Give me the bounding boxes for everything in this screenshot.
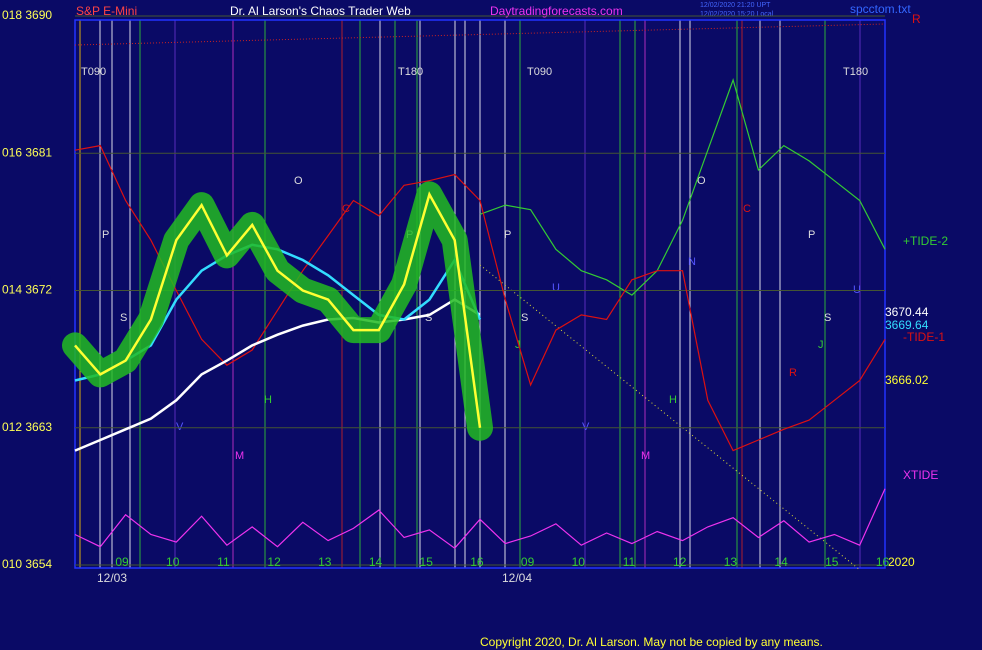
plot-frame — [74, 19, 886, 569]
annotation: R — [789, 367, 797, 379]
last-value-label: 3670.44 — [885, 305, 929, 319]
x-tick-label: 09 — [115, 555, 129, 569]
copyright: Copyright 2020, Dr. Al Larson. May not b… — [480, 635, 823, 649]
series-line — [74, 298, 481, 452]
annotation: T090 — [81, 66, 106, 78]
x-tick-label: 10 — [572, 555, 586, 569]
x-tick-label: 13 — [724, 555, 738, 569]
x-tick-label: 14 — [774, 555, 788, 569]
chart-title: Dr. Al Larson's Chaos Trader Web — [230, 4, 411, 18]
annotation: J — [818, 339, 824, 351]
x-tick-label: 16 — [470, 555, 484, 569]
annotation: S — [521, 312, 528, 324]
day-label: 12/04 — [502, 571, 532, 585]
annotation: M — [641, 450, 650, 462]
top-dotted-line — [74, 23, 886, 46]
legend-label: XTIDE — [903, 468, 938, 482]
annotation: V — [582, 421, 590, 433]
annotation: C — [342, 203, 350, 215]
y-tick-label: 010 3654 — [2, 557, 52, 571]
y-tick-label: 016 3681 — [2, 145, 52, 159]
x-tick-label: 13 — [318, 555, 332, 569]
y-tick-label: 014 3672 — [2, 283, 52, 297]
annotation: C — [743, 203, 751, 215]
annotation: T180 — [398, 66, 423, 78]
symbol: S&P E-Mini — [76, 4, 137, 18]
legend-label: +TIDE-2 — [903, 234, 948, 248]
series-line — [74, 144, 886, 452]
y-tick-label: 012 3663 — [2, 420, 52, 434]
annotation: U — [853, 284, 861, 296]
x-tick-label: 09 — [521, 555, 535, 569]
year-label: 2020 — [888, 555, 915, 569]
annotation: M — [235, 450, 244, 462]
legend-label: -TIDE-1 — [903, 330, 945, 344]
x-tick-label: 15 — [420, 555, 434, 569]
annotation: O — [697, 175, 706, 187]
series-line — [74, 191, 482, 428]
last-value-label: 3669.64 — [885, 318, 929, 332]
annotation: H — [669, 394, 677, 406]
x-tick-label: 14 — [369, 555, 383, 569]
annotation: U — [552, 282, 560, 294]
day-label: 12/03 — [97, 571, 127, 585]
annotation: S — [824, 312, 831, 324]
annotation: P — [102, 229, 109, 241]
x-tick-label: 11 — [623, 555, 636, 569]
x-tick-label: 15 — [825, 555, 839, 569]
x-tick-label: 12 — [267, 555, 281, 569]
file-name: spcctom.txt — [850, 2, 911, 16]
x-tick-label: 12 — [673, 555, 687, 569]
annotation: N — [688, 256, 696, 268]
corner-label: R — [912, 12, 921, 26]
annotation: P — [504, 229, 511, 241]
site: Daytradingforecasts.com — [490, 4, 623, 18]
timestamp: 12/02/2020 15:20 Local — [700, 11, 774, 18]
y-tick-label: 018 3690 — [2, 8, 52, 22]
annotation: T090 — [527, 66, 552, 78]
annotation: V — [176, 421, 184, 433]
annotation: J — [515, 339, 521, 351]
last-value-label: 3666.02 — [885, 373, 929, 387]
timestamp: 12/02/2020 21:20 UPT — [700, 2, 771, 9]
x-tick-label: 11 — [217, 555, 230, 569]
annotation: S — [425, 312, 432, 324]
annotations: T090 T180 T090 T180 P O C P S H V M S J … — [81, 66, 868, 462]
annotation: O — [294, 175, 303, 187]
series-line — [479, 78, 886, 296]
annotation: S — [120, 312, 127, 324]
annotation: T180 — [843, 66, 868, 78]
x-tick-label: 10 — [166, 555, 180, 569]
x-tick-label: 16 — [876, 555, 890, 569]
series-line — [74, 488, 886, 550]
annotation: H — [264, 394, 272, 406]
annotation: P — [808, 229, 815, 241]
